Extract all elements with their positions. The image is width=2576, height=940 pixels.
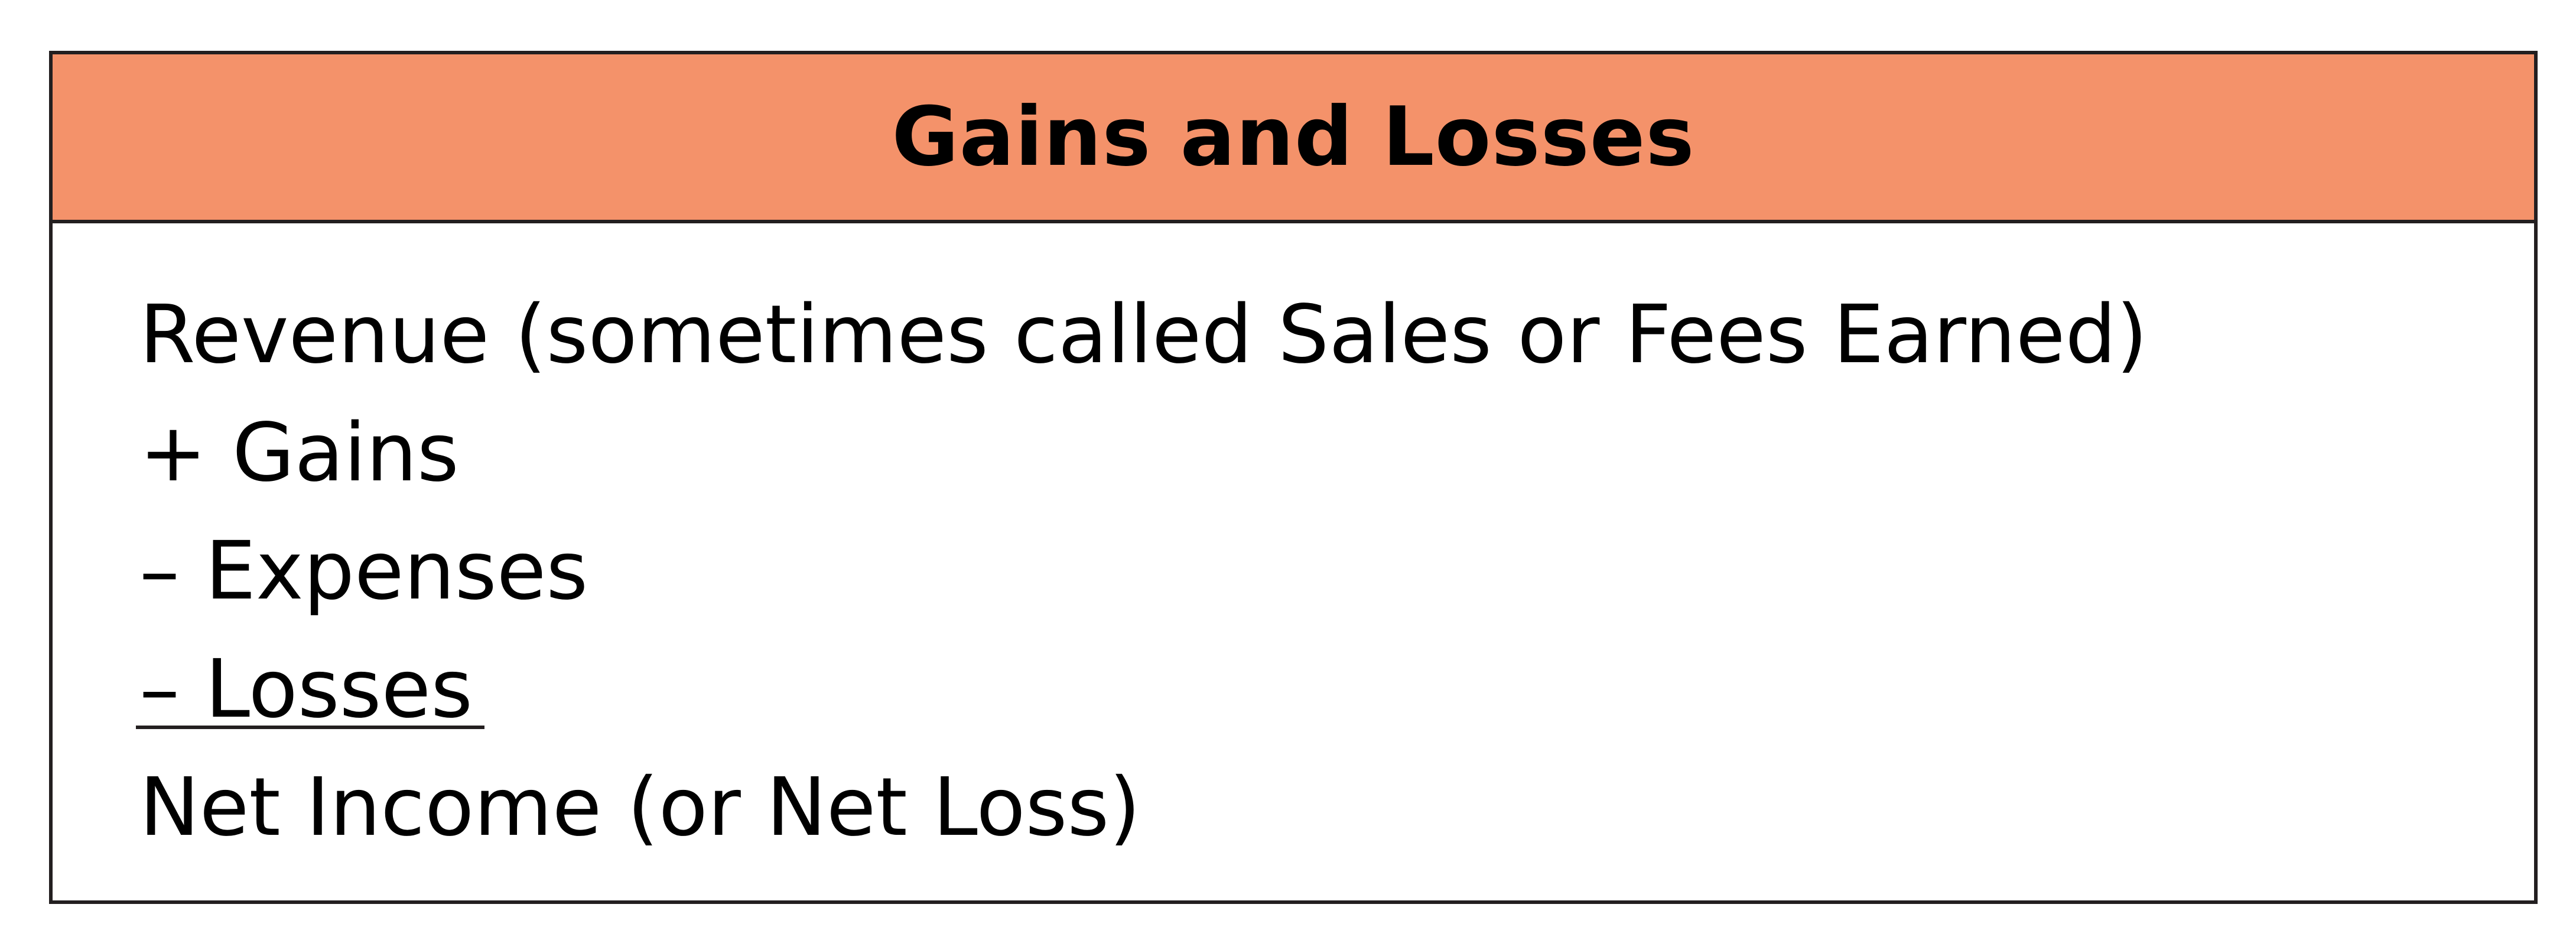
header-title: Gains and Losses [892, 89, 1695, 184]
gains-and-losses-box: Gains and Losses Revenue (sometimes call… [49, 51, 2538, 904]
line-net-income: Net Income (or Net Loss) [139, 761, 1141, 854]
header-band: Gains and Losses [53, 54, 2534, 223]
line-losses: – Losses [139, 643, 473, 736]
line-revenue: Revenue (sometimes called Sales or Fees … [139, 288, 2148, 382]
subtotal-rule [136, 726, 484, 729]
line-expenses: – Expenses [139, 525, 588, 618]
formula-lines: Revenue (sometimes called Sales or Fees … [139, 276, 2148, 867]
line-gains: + Gains [139, 406, 459, 500]
